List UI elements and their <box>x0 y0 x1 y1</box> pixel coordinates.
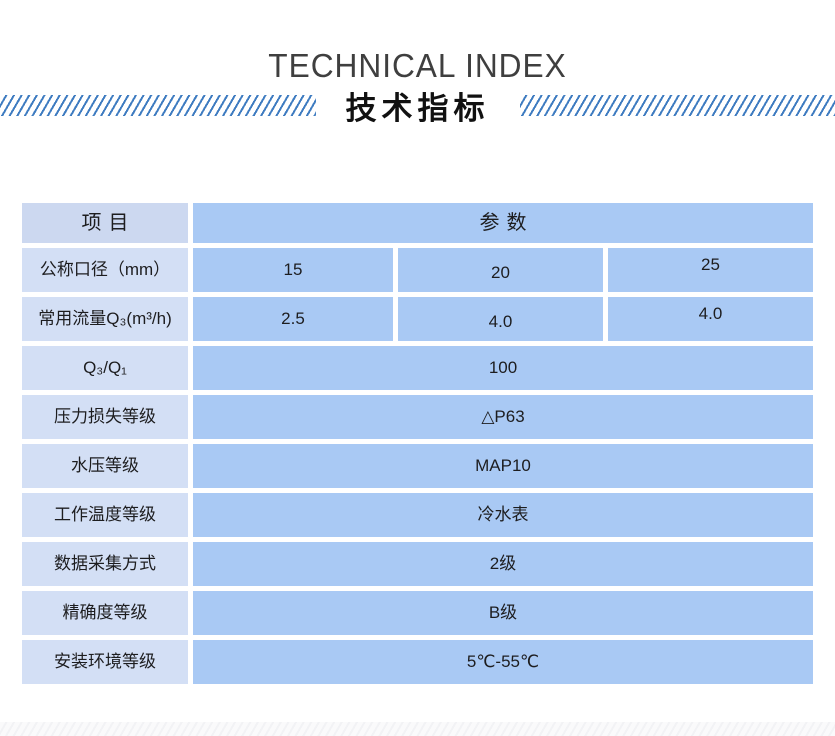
row-label-q3-q1: Q₃/Q₁ <box>22 346 188 390</box>
slash-decoration-left-icon <box>0 95 316 116</box>
row-value: 2级 <box>193 542 813 586</box>
slash-decoration-right-icon <box>520 95 835 116</box>
row-value: 4.0 <box>398 297 603 341</box>
row-value: 5℃-55℃ <box>193 640 813 684</box>
row-value: 15 <box>193 248 393 292</box>
bottom-decoration <box>0 722 835 736</box>
row-value: 100 <box>193 346 813 390</box>
row-value: 4.0 <box>608 297 813 341</box>
row-label-data-collection: 数据采集方式 <box>22 542 188 586</box>
page-title-chinese: 技术指标 <box>346 83 490 128</box>
spec-table: 项目 参数 公称口径（mm） 15 20 25 常用流量Q₃(m³/h) 2.5… <box>22 203 815 684</box>
row-label-flow-rate: 常用流量Q₃(m³/h) <box>22 297 188 341</box>
table-header-params: 参数 <box>193 203 813 243</box>
row-label-working-temperature: 工作温度等级 <box>22 493 188 537</box>
table-header-item: 项目 <box>22 203 188 243</box>
row-value: 25 <box>608 248 813 292</box>
row-value: 冷水表 <box>193 493 813 537</box>
row-value: 2.5 <box>193 297 393 341</box>
row-value: 20 <box>398 248 603 292</box>
row-value: MAP10 <box>193 444 813 488</box>
row-label-water-pressure: 水压等级 <box>22 444 188 488</box>
row-value: B级 <box>193 591 813 635</box>
row-label-accuracy-class: 精确度等级 <box>22 591 188 635</box>
section-title-row: 技术指标 <box>0 87 835 123</box>
row-label-installation-environment: 安装环境等级 <box>22 640 188 684</box>
row-label-nominal-diameter: 公称口径（mm） <box>22 248 188 292</box>
row-value: △P63 <box>193 395 813 439</box>
page-title-english: TECHNICAL INDEX <box>17 48 819 84</box>
row-label-pressure-loss: 压力损失等级 <box>22 395 188 439</box>
page: TECHNICAL INDEX 技术指标 项目 参数 公称口径（mm） 15 2… <box>0 48 835 736</box>
